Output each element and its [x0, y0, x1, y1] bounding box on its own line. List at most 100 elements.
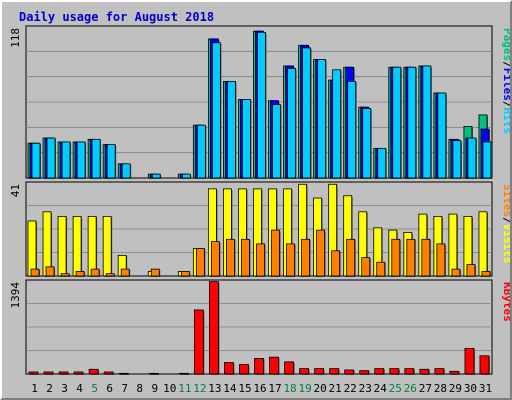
kbytes-bar — [419, 368, 430, 375]
legend-pages: Pages — [501, 28, 510, 61]
sites-bar — [466, 264, 476, 277]
x-tick-label: 6 — [106, 382, 113, 395]
sites-bar — [331, 250, 341, 277]
y-axis-max-label: 1394 — [9, 282, 22, 309]
kbytes-bar — [208, 281, 219, 375]
x-tick-label: 27 — [419, 382, 432, 395]
sites-bar — [421, 238, 431, 277]
x-tick-label: 9 — [151, 382, 158, 395]
hits-bar — [181, 173, 191, 179]
hits-bar — [392, 66, 402, 179]
legend-label: Pages/Files/Hits — [501, 28, 510, 134]
sites-bar — [271, 229, 280, 277]
hits-bar — [242, 99, 251, 179]
x-tick-label: 1 — [31, 382, 38, 395]
kbytes-bar — [314, 368, 325, 375]
sites-bar — [316, 229, 326, 277]
kbytes-bar — [178, 372, 189, 375]
chart-title: Daily usage for August 2018 — [19, 10, 214, 24]
sites-bar — [406, 238, 416, 277]
x-tick-label: 22 — [344, 382, 357, 395]
y-axis-max-label: 41 — [9, 184, 22, 197]
sites-bar — [481, 271, 491, 277]
sites-bar — [180, 271, 190, 277]
sites-bar — [301, 238, 310, 277]
hits-bar — [302, 47, 311, 179]
x-tick-label: 8 — [136, 382, 143, 395]
sites-bar — [90, 268, 100, 277]
visits-bar — [72, 215, 82, 277]
sites-bar — [105, 273, 115, 277]
legend-separator: / — [501, 101, 510, 108]
kbytes-bar — [329, 368, 340, 375]
sites-bar — [346, 238, 356, 277]
legend-label: Sites/Visits — [501, 184, 510, 264]
visits-sites-panel: 41 Sites/Visits — [9, 181, 510, 277]
legend-separator: / — [501, 61, 510, 68]
kbytes-bar-shadow — [120, 374, 130, 375]
sites-bar — [75, 271, 85, 277]
hits-bar — [467, 137, 477, 179]
hits-bar — [196, 124, 206, 179]
kbytes-bar — [374, 368, 385, 375]
x-tick-label: 16 — [253, 382, 266, 395]
x-tick-label: 23 — [359, 382, 372, 395]
visits-bar — [478, 211, 488, 277]
sites-bar — [361, 257, 371, 277]
sites-bar — [241, 238, 250, 277]
x-tick-label: 29 — [449, 382, 462, 395]
x-tick-label: 30 — [464, 382, 477, 395]
hits-bar — [76, 141, 86, 179]
x-tick-label: 28 — [434, 382, 447, 395]
visits-bar — [57, 215, 67, 277]
kbytes-bar — [269, 356, 279, 375]
kbytes-panel: 1394 KBytes — [9, 279, 510, 375]
kbytes-bar — [193, 309, 204, 375]
sites-bar — [45, 266, 55, 277]
sites-bar — [60, 273, 70, 277]
hits-bar — [257, 32, 266, 179]
kbytes-bar — [88, 368, 99, 375]
hits-bar — [272, 104, 281, 179]
x-tick-label: 7 — [121, 382, 128, 395]
visits-bar — [448, 213, 458, 277]
hits-bar — [437, 92, 447, 179]
hits-bar — [106, 144, 116, 179]
x-tick-label: 24 — [374, 382, 388, 395]
hits-bar — [91, 138, 101, 179]
hits-bar — [287, 68, 296, 179]
kbytes-bar — [118, 372, 129, 375]
sites-bar — [256, 243, 265, 277]
kbytes-bar — [103, 371, 114, 375]
kbytes-bar-shadow — [180, 374, 190, 375]
kbytes-bar — [404, 368, 415, 375]
sites-bar — [436, 243, 446, 277]
legend-visits: Visits — [501, 224, 510, 264]
x-tick-label: 12 — [193, 382, 206, 395]
sites-bar — [226, 238, 235, 277]
kbytes-bar-shadow — [150, 374, 160, 375]
hits-bar — [362, 108, 372, 179]
x-tick-label: 10 — [163, 382, 176, 395]
hits-bar — [422, 65, 432, 179]
kbytes-bar — [148, 372, 159, 375]
hits-bar — [482, 141, 492, 179]
x-tick-label: 18 — [283, 382, 296, 395]
sites-bar — [210, 241, 220, 277]
hits-bar — [211, 42, 221, 179]
legend-hits: Hits — [501, 108, 510, 135]
sites-bar — [30, 268, 40, 277]
kbytes-bar — [73, 371, 84, 375]
x-tick-label: 26 — [404, 382, 417, 395]
legend-kbytes: KBytes — [501, 282, 510, 322]
kbytes-bar — [359, 370, 370, 375]
kbytes-bar — [389, 368, 400, 375]
kbytes-bar — [58, 371, 69, 375]
kbytes-bar — [479, 355, 490, 375]
x-tick-label: 13 — [208, 382, 221, 395]
x-tick-label: 19 — [298, 382, 311, 395]
sites-bar — [286, 243, 295, 277]
